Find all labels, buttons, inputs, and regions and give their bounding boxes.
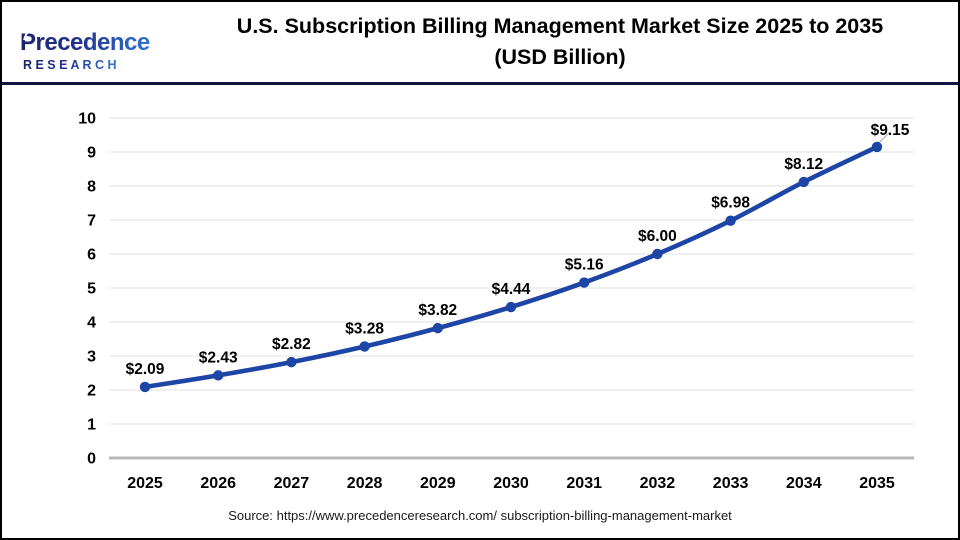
y-tick-label: 1 (87, 417, 96, 434)
y-tick-label: 7 (87, 213, 96, 230)
data-point (286, 356, 297, 368)
data-point (652, 248, 663, 260)
data-point (798, 176, 809, 188)
data-label: $9.15 (871, 122, 910, 139)
y-tick-label: 10 (78, 111, 96, 128)
x-tick-label: 2030 (493, 475, 529, 492)
precedence-research-logo: Precedence R E S E A R C H (20, 20, 150, 72)
data-point (871, 141, 883, 153)
x-tick-label: 2025 (127, 475, 163, 492)
x-tick-label: 2026 (200, 475, 236, 492)
trend-line (142, 144, 880, 390)
y-tick-label: 8 (87, 179, 96, 196)
chart-area: 0 1 2 3 4 5 6 7 8 9 10 2025 2026 2027 2028 2029 2030 2031… (2, 85, 958, 497)
chart-title-line2: (USD Billion) (494, 45, 626, 69)
y-tick-label: 2 (87, 383, 96, 400)
data-point (725, 215, 736, 226)
data-label: $3.82 (418, 302, 457, 319)
x-tick-label: 2029 (420, 475, 456, 492)
x-tick-label: 2031 (566, 475, 602, 492)
data-point (139, 381, 151, 393)
data-point (579, 277, 590, 288)
logo-leaf-accent-icon (23, 20, 41, 41)
data-label: $2.09 (126, 361, 165, 378)
logo-research-text: R E S E A R C H (23, 58, 117, 72)
y-tick-label: 6 (87, 247, 96, 264)
x-tick-label: 2028 (347, 475, 383, 492)
data-label: $3.28 (345, 320, 384, 337)
y-tick-label: 4 (87, 315, 96, 332)
data-label: $6.98 (711, 195, 750, 212)
x-tick-label: 2027 (274, 475, 310, 492)
data-label: $8.12 (784, 156, 823, 173)
line-chart: 0 1 2 3 4 5 6 7 8 9 10 2025 2026 2027 2028 2029 2030 2031… (78, 111, 914, 492)
data-point (505, 301, 517, 313)
header: Precedence R E S E A R C H U.S. Subscrip… (2, 2, 958, 82)
data-label: $2.82 (272, 336, 311, 353)
y-tick-label: 9 (87, 145, 96, 162)
x-tick-label: 2034 (786, 475, 822, 492)
y-tick-label: 3 (87, 349, 96, 366)
data-point (213, 370, 224, 381)
data-label: $5.16 (565, 257, 604, 274)
source-note: Source: https://www.precedenceresearch.c… (228, 508, 732, 523)
data-point (432, 322, 443, 334)
chart-title: U.S. Subscription Billing Management Mar… (172, 11, 948, 73)
y-tick-label: 5 (87, 281, 96, 298)
x-tick-label: 2033 (713, 475, 749, 492)
header-divider (2, 82, 958, 85)
data-label: $2.43 (199, 349, 238, 366)
data-label: $6.00 (638, 228, 677, 245)
x-tick-label: 2032 (640, 475, 676, 492)
x-tick-label: 2035 (859, 475, 895, 492)
chart-title-line1: U.S. Subscription Billing Management Mar… (236, 14, 884, 38)
data-point (359, 341, 370, 352)
label-leader-line (877, 132, 890, 145)
data-label: $4.44 (492, 281, 531, 298)
logo-brand-text: Precedence (20, 29, 150, 56)
y-tick-label: 0 (87, 451, 96, 468)
